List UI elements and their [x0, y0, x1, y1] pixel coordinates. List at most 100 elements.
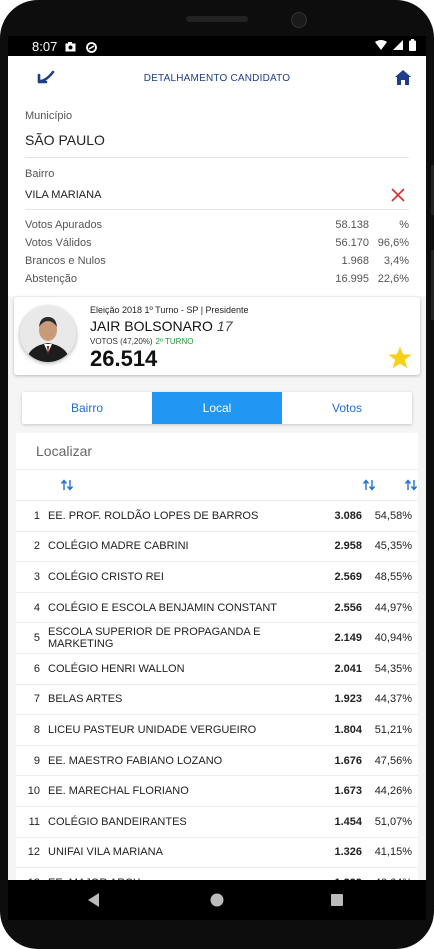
table-row[interactable]: 10 EE. MARECHAL FLORIANO 1.673 44,26%: [16, 776, 418, 807]
municipio-label: Município: [25, 110, 73, 122]
sort-header: [16, 470, 418, 501]
stat-percent: 96,6%: [377, 237, 409, 249]
earpiece: [186, 16, 248, 22]
battery-icon: [409, 39, 416, 51]
row-votes: 2.569: [334, 570, 362, 583]
municipio-value: SÃO PAULO: [25, 122, 409, 158]
status-time: 8:07: [32, 38, 58, 54]
status-bar: 8:07: [8, 36, 426, 56]
row-votes: 2.958: [334, 540, 362, 553]
stat-label: Votos Válidos: [25, 237, 92, 249]
row-percent: 54,58%: [374, 509, 412, 522]
row-votes: 3.086: [334, 509, 362, 522]
row-percent: 48,55%: [374, 570, 412, 583]
wifi-icon: [375, 40, 387, 50]
row-location-name: BELAS ARTES: [48, 693, 123, 706]
info-section: Município SÃO PAULO Bairro VILA MARIANA …: [8, 100, 426, 296]
row-location-name: EE. PROF. ROLDÃO LOPES DE BARROS: [48, 509, 259, 522]
row-index: 10: [27, 785, 40, 798]
table-row[interactable]: 11 COLÉGIO BANDEIRANTES 1.454 51,07%: [16, 807, 418, 838]
row-percent: 44,26%: [374, 785, 412, 798]
second-round-link[interactable]: 2º TURNO: [155, 337, 194, 346]
sort-name-icon[interactable]: [60, 478, 74, 492]
stat-percent: 3,4%: [383, 255, 409, 267]
table-row[interactable]: 1 EE. PROF. ROLDÃO LOPES DE BARROS 3.086 54…: [16, 501, 418, 532]
stats-list: Votos Apurados 58.138 % Votos Válidos 56…: [25, 210, 409, 296]
tab-votos[interactable]: Votos: [331, 401, 363, 415]
row-percent: 54,35%: [374, 662, 412, 675]
sort-percent-icon[interactable]: [404, 478, 418, 492]
stat-percent: 22,6%: [377, 273, 409, 285]
photo-icon: [65, 42, 76, 52]
election-info: Eleição 2018 1º Turno - SP | Presidente: [90, 305, 249, 315]
row-index: 2: [33, 540, 40, 553]
stat-label: Votos Apurados: [25, 219, 103, 231]
nav-back-icon[interactable]: [88, 893, 100, 907]
power-button: [431, 250, 434, 320]
row-percent: 44,37%: [374, 693, 412, 706]
app-header: DETALHAMENTO CANDIDATO: [8, 56, 426, 100]
nav-home-icon[interactable]: [210, 893, 224, 907]
volume-button: [431, 165, 434, 215]
table-row[interactable]: 6 COLÉGIO HENRI WALLON 2.041 54,35%: [16, 654, 418, 685]
row-percent: 40,94%: [374, 632, 412, 645]
search-input[interactable]: Localizar: [16, 433, 418, 470]
rows-container: 1 EE. PROF. ROLDÃO LOPES DE BARROS 3.086 54…: [16, 501, 418, 880]
page-title: DETALHAMENTO CANDIDATO: [143, 72, 291, 84]
row-index: 7: [33, 693, 40, 706]
nav-recents-icon[interactable]: [331, 894, 343, 906]
row-location-name: COLÉGIO BANDEIRANTES: [48, 815, 187, 828]
row-votes: 1.676: [334, 754, 362, 767]
row-location-name: COLÉGIO E ESCOLA BENJAMIN CONSTANT: [48, 601, 278, 614]
stat-row: Votos Válidos 56.170 96,6%: [25, 234, 409, 252]
app-screen: 8:07 DETALHAMENTO CANDIDATO: [8, 36, 426, 880]
sort-votes-icon[interactable]: [362, 478, 376, 492]
table-row[interactable]: 13EE. MAJOR ARCY1.29946,64%: [16, 868, 418, 880]
row-votes: 1.923: [334, 693, 362, 706]
row-votes: 2.149: [334, 632, 362, 645]
row-percent: 44,97%: [374, 601, 412, 614]
locations-list: Localizar 1 EE. PROF. ROLDÃO LOPES DE BAR…: [16, 433, 418, 880]
candidate-avatar: [20, 306, 76, 362]
sync-icon: [86, 41, 97, 53]
row-votes: 2.556: [334, 601, 362, 614]
candidate-votes: 26.514: [90, 346, 158, 371]
table-row[interactable]: 3 COLÉGIO CRISTO REI 2.569 48,55%: [16, 562, 418, 593]
table-row[interactable]: 4 COLÉGIO E ESCOLA BENJAMIN CONSTANT 2.556…: [16, 593, 418, 624]
row-index: 12: [27, 846, 40, 859]
close-icon[interactable]: [391, 188, 405, 202]
tab-bairro[interactable]: Bairro: [70, 401, 103, 415]
star-icon[interactable]: [388, 346, 412, 369]
row-votes: 1.673: [334, 785, 362, 798]
row-location-name: EE. MAJOR ARCY: [48, 877, 302, 880]
row-index: 3: [33, 570, 40, 583]
candidate-name: JAIR BOLSONARO: [90, 318, 213, 334]
stat-row: Votos Apurados 58.138 %: [25, 216, 409, 234]
votes-label-line: VOTOS (47,20%) 2º TURNO: [90, 337, 193, 346]
table-row[interactable]: 5 ESCOLA SUPERIOR DE PROPAGANDA E MARKETI…: [16, 623, 418, 654]
stat-value: 58.138: [335, 219, 369, 231]
row-votes: 1.299: [302, 877, 362, 880]
stat-label: Abstenção: [25, 273, 77, 285]
table-row[interactable]: 7 BELAS ARTES 1.923 44,37%: [16, 685, 418, 716]
row-location-name: UNIFAI VILA MARIANA: [48, 846, 163, 859]
bairro-row: VILA MARIANA: [25, 180, 409, 210]
row-percent: 51,21%: [374, 723, 412, 736]
stat-label: Brancos e Nulos: [25, 255, 106, 267]
bairro-label: Bairro: [25, 168, 55, 180]
tab-local[interactable]: Local: [152, 392, 282, 424]
table-row[interactable]: 8 LICEU PASTEUR UNIDADE VERGUEIRO 1.804 51,…: [16, 715, 418, 746]
tab-bar: Bairro Local Votos: [22, 392, 412, 424]
table-row[interactable]: 9 EE. MAESTRO FABIANO LOZANO 1.676 47,56%: [16, 746, 418, 777]
table-row[interactable]: 12 UNIFAI VILA MARIANA 1.326 41,15%: [16, 838, 418, 869]
home-icon[interactable]: [394, 69, 412, 86]
candidate-name-line: JAIR BOLSONARO 17: [90, 318, 233, 334]
row-index: 6: [33, 662, 40, 675]
row-location-name: LICEU PASTEUR UNIDADE VERGUEIRO: [48, 723, 257, 736]
table-row[interactable]: 2 COLÉGIO MADRE CABRINI 2.958 45,35%: [16, 532, 418, 563]
back-arrow-icon[interactable]: [36, 69, 56, 87]
bairro-value: VILA MARIANA: [25, 189, 102, 201]
row-index: 13: [16, 877, 48, 880]
candidate-card[interactable]: Eleição 2018 1º Turno - SP | Presidente …: [14, 297, 420, 375]
